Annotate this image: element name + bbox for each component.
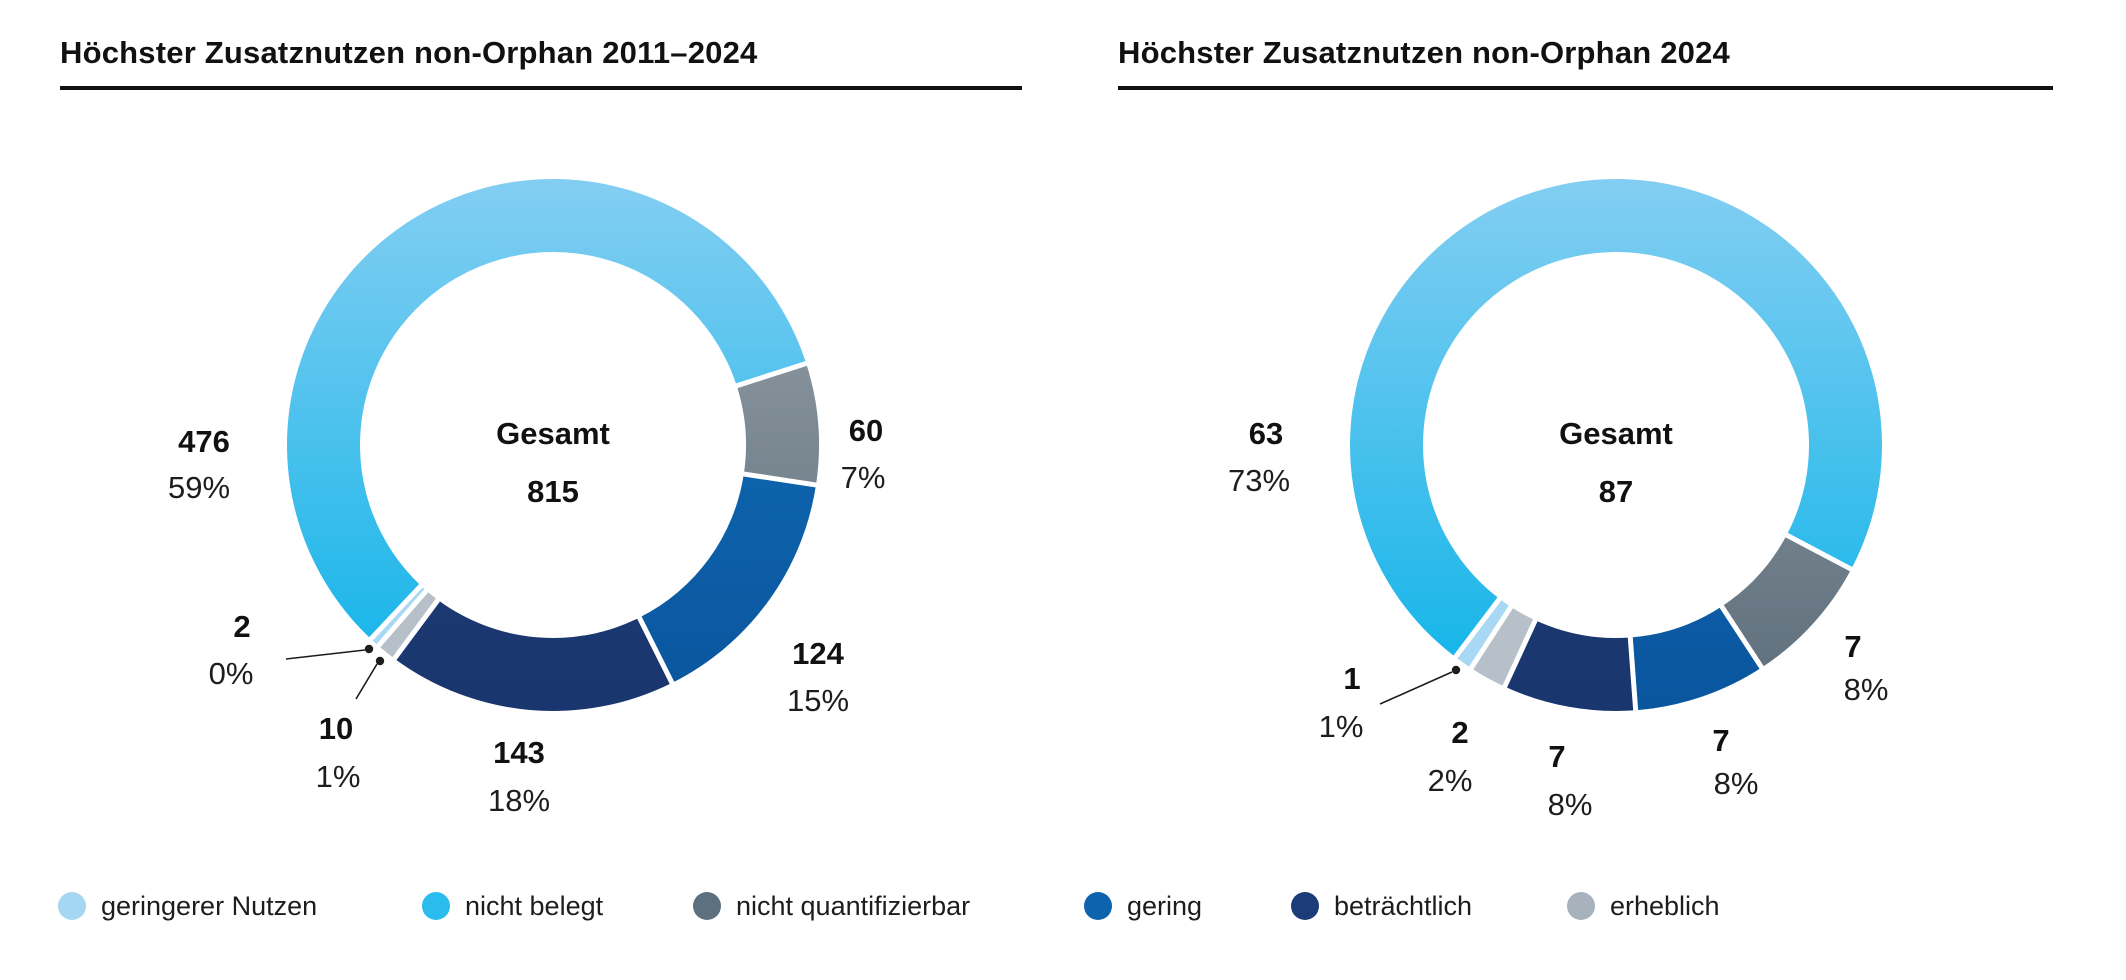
segment-value-label: 60 (848, 413, 884, 448)
segment-percent-label: 0% (208, 656, 254, 691)
segment-value-label: 63 (1248, 416, 1284, 451)
donut-segment-betr-chtlich (1504, 620, 1636, 711)
segment-value-label: 7 (1712, 723, 1730, 758)
segment-percent-label: 59% (167, 470, 231, 505)
segment-separator (366, 581, 426, 644)
donut-center-title-right: Gesamt (1559, 416, 1673, 451)
leader-dot-erheblich-left (375, 656, 385, 666)
donut-segment-nicht-belegt (1350, 178, 1883, 658)
legend-item-geringerer-nutzen: geringerer Nutzen (58, 892, 317, 920)
segment-percent-label: 1% (1318, 709, 1364, 744)
donut-segment-betr-chtlich (394, 599, 673, 711)
segment-percent-label: 7% (840, 460, 886, 495)
segment-percent-label: 2% (1427, 763, 1473, 798)
segment-separator (373, 585, 431, 651)
leader-line-geringerer-left (285, 649, 366, 660)
segment-separator (1500, 615, 1540, 692)
segment-separator (1627, 633, 1639, 715)
legend-dot (1567, 892, 1595, 920)
legend-item-nicht-belegt: nicht belegt (422, 892, 603, 920)
leader-line-erheblich-left (355, 663, 378, 700)
donut-segment-nicht-quantifizierbar (1721, 535, 1852, 668)
segment-separator (635, 612, 677, 688)
segment-value-label: 2 (1451, 715, 1469, 750)
segment-percent-label: 73% (1227, 463, 1291, 498)
donut-segment-erheblich (1471, 606, 1536, 687)
segment-value-label: 7 (1548, 739, 1566, 774)
legend-label: erheblich (1610, 891, 1720, 921)
leader-line-geringerer-right (1379, 671, 1453, 705)
legend-item-nicht-quantifizierbar: nicht quantifizierbar (693, 892, 970, 920)
segment-value-label: 1 (1343, 661, 1361, 696)
title-underline: Höchster Zusatznutzen non-Orphan 2011–20… (60, 36, 1022, 90)
segment-separator (1717, 601, 1766, 673)
chart-title-right: Höchster Zusatznutzen non-Orphan 2024 (1118, 35, 1730, 70)
segment-value-label: 2 (233, 609, 251, 644)
segment-separator (1781, 531, 1856, 574)
segment-value-label: 476 (178, 424, 230, 459)
legend-item-betraechtlich: beträchtlich (1291, 892, 1472, 920)
segment-percent-label: 8% (1713, 766, 1759, 801)
legend-dot (1291, 892, 1319, 920)
donut-segment-gering (639, 474, 816, 683)
segment-value-label: 124 (792, 636, 844, 671)
donut-center-total-right: 87 (1598, 474, 1634, 509)
legend-dot (693, 892, 721, 920)
legend-dot (422, 892, 450, 920)
legend-label: geringerer Nutzen (101, 891, 318, 921)
legend-dot (1084, 892, 1112, 920)
legend-label: nicht belegt (465, 891, 604, 921)
legend-dot (58, 892, 86, 920)
chart-title-left: Höchster Zusatznutzen non-Orphan 2011–20… (60, 35, 758, 70)
donut-center-title-left: Gesamt (496, 416, 610, 451)
segment-value-label: 7 (1844, 629, 1862, 664)
legend-item-erheblich: erheblich (1567, 892, 1720, 920)
segment-value-label: 10 (318, 711, 354, 746)
segment-separator (1466, 602, 1516, 673)
segment-percent-label: 8% (1547, 787, 1593, 822)
leader-dot-geringerer-right (1451, 665, 1461, 675)
chart-panel-right: Höchster Zusatznutzen non-Orphan 2024 (1118, 0, 2053, 120)
legend-label: nicht quantifizierbar (736, 891, 971, 921)
donut-segment-geringerer-nutzen (1455, 598, 1511, 669)
title-underline: Höchster Zusatznutzen non-Orphan 2024 (1118, 36, 2053, 90)
segment-separator (390, 595, 443, 664)
legend-item-gering: gering (1084, 892, 1202, 920)
segment-separator (739, 470, 821, 489)
segment-separator (732, 359, 811, 390)
chart-panel-left: Höchster Zusatznutzen non-Orphan 2011–20… (60, 0, 1022, 120)
segment-percent-label: 18% (487, 783, 551, 818)
donut-segment-nicht-quantifizierbar (736, 363, 820, 485)
segment-value-label: 143 (493, 735, 545, 770)
donut-segment-nicht-belegt (287, 179, 807, 639)
donut-center-total-left: 815 (527, 474, 579, 509)
legend-label: gering (1127, 891, 1203, 921)
segment-percent-label: 15% (786, 683, 850, 718)
leader-dot-geringerer-left (364, 644, 374, 654)
donut-segment-gering (1630, 606, 1762, 711)
segment-separator (1450, 594, 1504, 662)
legend-label: beträchtlich (1334, 891, 1473, 921)
segment-percent-label: 8% (1843, 672, 1889, 707)
donut-segment-geringerer-nutzen (370, 585, 427, 646)
segment-percent-label: 1% (315, 759, 361, 794)
donut-segment-erheblich (378, 590, 438, 659)
